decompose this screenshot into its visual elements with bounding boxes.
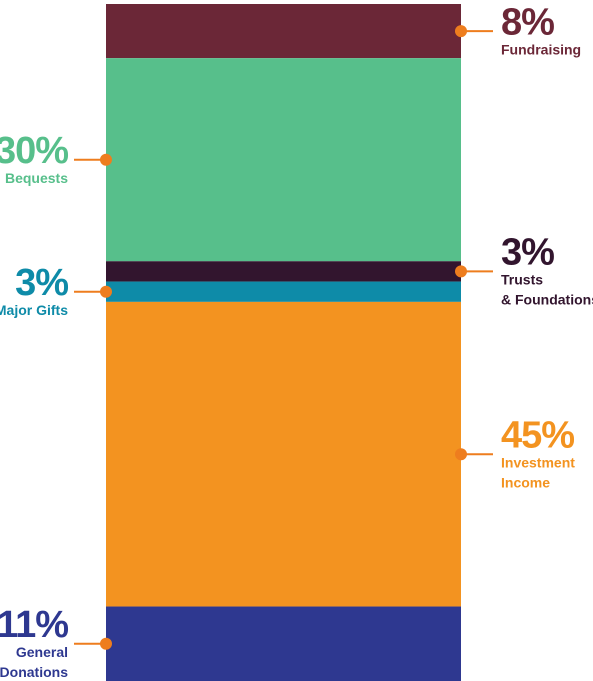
bar-segment-investment-income (106, 301, 461, 607)
value-label-investment-income: 45% (501, 415, 574, 457)
category-label-general-donations: General (16, 644, 68, 660)
bar-segment-bequests (106, 58, 461, 262)
bar-segment-general-donations (106, 606, 461, 681)
category-label-trusts-and-foundations: & Foundations (501, 292, 593, 308)
category-label-fundraising: Fundraising (501, 41, 581, 57)
bar-segment-fundraising (106, 4, 461, 59)
value-label-trusts-and-foundations: 3% (501, 232, 554, 274)
category-label-investment-income: Investment (501, 455, 575, 471)
connector-dot-investment-income (455, 448, 467, 461)
bar-segment-trusts-and-foundations (106, 261, 461, 282)
value-label-major-gifts: 3% (15, 262, 68, 304)
value-label-fundraising: 8% (501, 1, 554, 43)
category-label-trusts-and-foundations: Trusts (501, 272, 543, 288)
category-label-major-gifts: Major Gifts (0, 302, 68, 318)
connector-dot-general-donations (100, 637, 112, 650)
category-label-investment-income: Income (501, 475, 550, 491)
bar-segment-major-gifts (106, 281, 461, 302)
category-label-bequests: Bequests (5, 170, 68, 186)
value-label-general-donations: 11% (0, 604, 68, 646)
category-label-general-donations: Donations (0, 664, 68, 680)
value-label-bequests: 30% (0, 130, 68, 172)
connector-dot-fundraising (455, 25, 467, 38)
connector-dot-bequests (100, 153, 112, 166)
connector-dot-major-gifts (100, 285, 112, 298)
connector-dot-trusts-and-foundations (455, 265, 467, 278)
